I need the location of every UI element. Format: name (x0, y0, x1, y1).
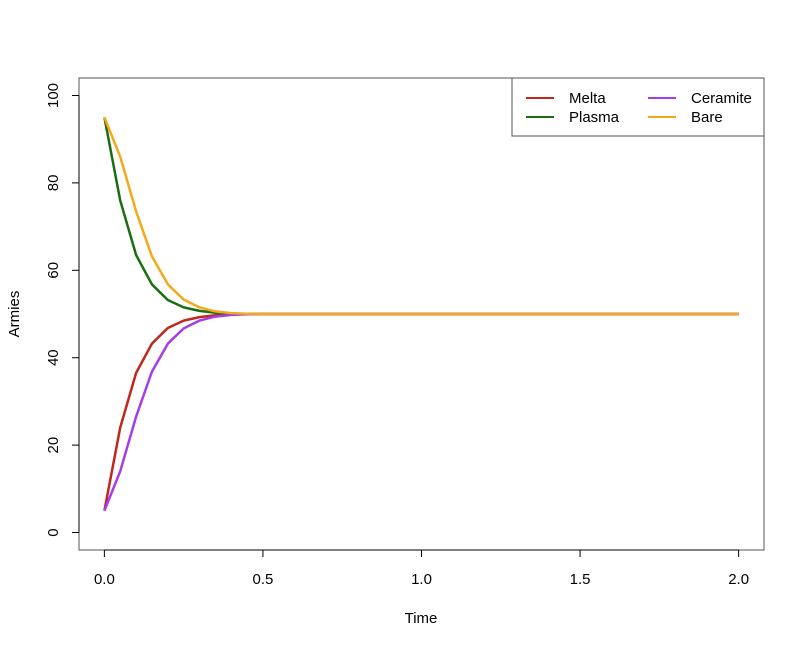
y-tick-label: 60 (45, 262, 62, 279)
series-line-plasma (103, 117, 739, 316)
series-line-bare (103, 116, 739, 316)
legend-label-ceramite: Ceramite (691, 90, 752, 107)
y-tick-label: 100 (45, 83, 62, 108)
x-axis-title: Time (405, 610, 438, 627)
y-tick-label: 40 (45, 349, 62, 366)
y-tick-label: 80 (45, 175, 62, 192)
series-line-ceramite (103, 312, 739, 512)
y-axis: 0 20 40 60 80 100 (45, 83, 80, 537)
x-tick-label: 0.5 (253, 571, 274, 588)
legend-box (511, 77, 765, 137)
y-tick-label: 0 (45, 528, 62, 536)
y-tick-label: 20 (45, 437, 62, 454)
y-axis-title: Armies (6, 291, 23, 338)
x-axis: 0.0 0.5 1.0 1.5 2.0 (94, 549, 749, 588)
legend-label-melta: Melta (569, 90, 606, 107)
series-line-melta (103, 312, 739, 511)
x-tick-label: 2.0 (728, 571, 749, 588)
legend-label-bare: Bare (691, 109, 723, 126)
x-tick-label: 1.0 (411, 571, 432, 588)
legend-label-plasma: Plasma (569, 109, 620, 126)
series-lines (103, 116, 739, 512)
x-tick-label: 1.5 (570, 571, 591, 588)
x-tick-label: 0.0 (94, 571, 115, 588)
legend: Melta Plasma Ceramite Bare (511, 77, 765, 137)
